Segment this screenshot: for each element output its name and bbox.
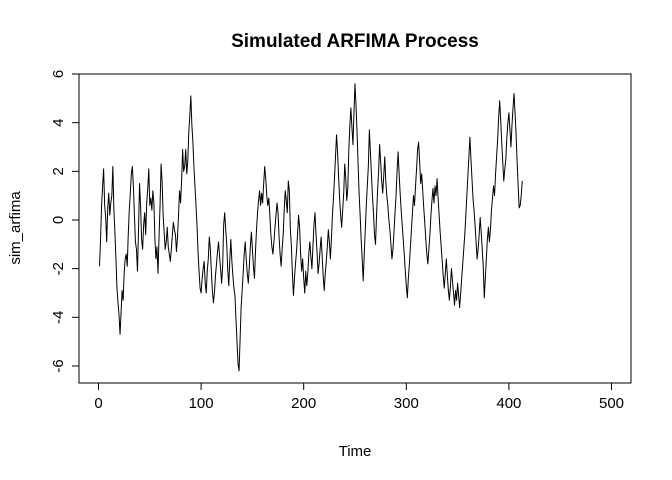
x-tick-label: 500 bbox=[599, 395, 624, 412]
y-tick-label: -2 bbox=[50, 262, 67, 275]
x-tick-label: 400 bbox=[496, 395, 521, 412]
series-layer bbox=[99, 83, 523, 372]
series-line bbox=[99, 83, 523, 372]
y-tick-label: 6 bbox=[50, 70, 67, 78]
x-axis: 0 100 200 300 400 500 bbox=[94, 382, 624, 412]
y-tick-label: -6 bbox=[50, 359, 67, 372]
y-axis: -6 -4 -2 0 2 4 6 bbox=[50, 70, 80, 373]
y-tick-label: -4 bbox=[50, 311, 67, 324]
plot-box bbox=[78, 73, 632, 384]
y-tick-label: 0 bbox=[50, 216, 67, 224]
y-tick-label: 4 bbox=[50, 118, 67, 126]
x-tick-label: 200 bbox=[291, 395, 316, 412]
x-tick-label: 300 bbox=[394, 395, 419, 412]
x-tick-label: 100 bbox=[189, 395, 214, 412]
x-tick-label: 0 bbox=[94, 395, 102, 412]
y-tick-label: 2 bbox=[50, 167, 67, 175]
chart-title: Simulated ARFIMA Process bbox=[231, 31, 479, 52]
y-axis-label: sim_arfima bbox=[7, 191, 24, 265]
x-axis-label: Time bbox=[339, 443, 372, 460]
